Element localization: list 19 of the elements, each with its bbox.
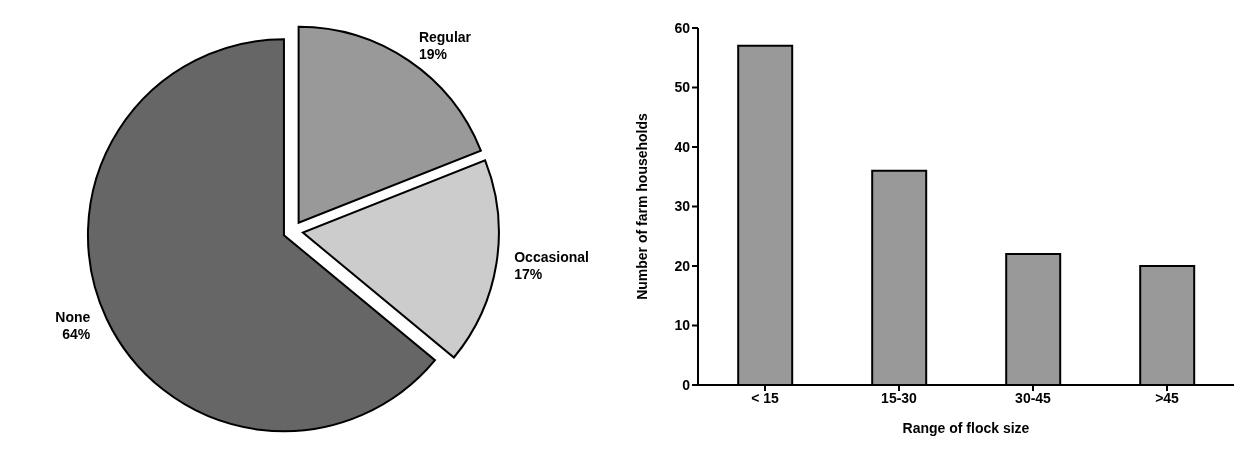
y-tick-label: 10 bbox=[674, 317, 691, 334]
data-label: 17% bbox=[514, 266, 543, 283]
y-tick-label: 50 bbox=[674, 79, 691, 96]
x-tick-label: >45 bbox=[1155, 389, 1180, 406]
y-axis-title: Number of farm households bbox=[633, 112, 650, 300]
slice-label: Occasional bbox=[514, 249, 589, 266]
y-tick-label: 20 bbox=[674, 257, 691, 274]
y-tick-label: 0 bbox=[682, 376, 691, 393]
y-tick-label: 30 bbox=[674, 198, 691, 215]
x-axis-title: Range of flock size bbox=[902, 420, 1030, 436]
data-label: 19% bbox=[418, 45, 448, 62]
data-label: 64% bbox=[62, 326, 91, 343]
x-tick-label: < 15 bbox=[751, 389, 780, 406]
y-tick-label: 60 bbox=[674, 19, 691, 36]
x-tick-label: 15-30 bbox=[881, 389, 918, 406]
slice-label: None bbox=[55, 309, 91, 326]
x-tick-label: 30-45 bbox=[1015, 389, 1052, 406]
y-tick-label: 40 bbox=[674, 138, 691, 155]
slice-label: Regular bbox=[418, 28, 472, 45]
